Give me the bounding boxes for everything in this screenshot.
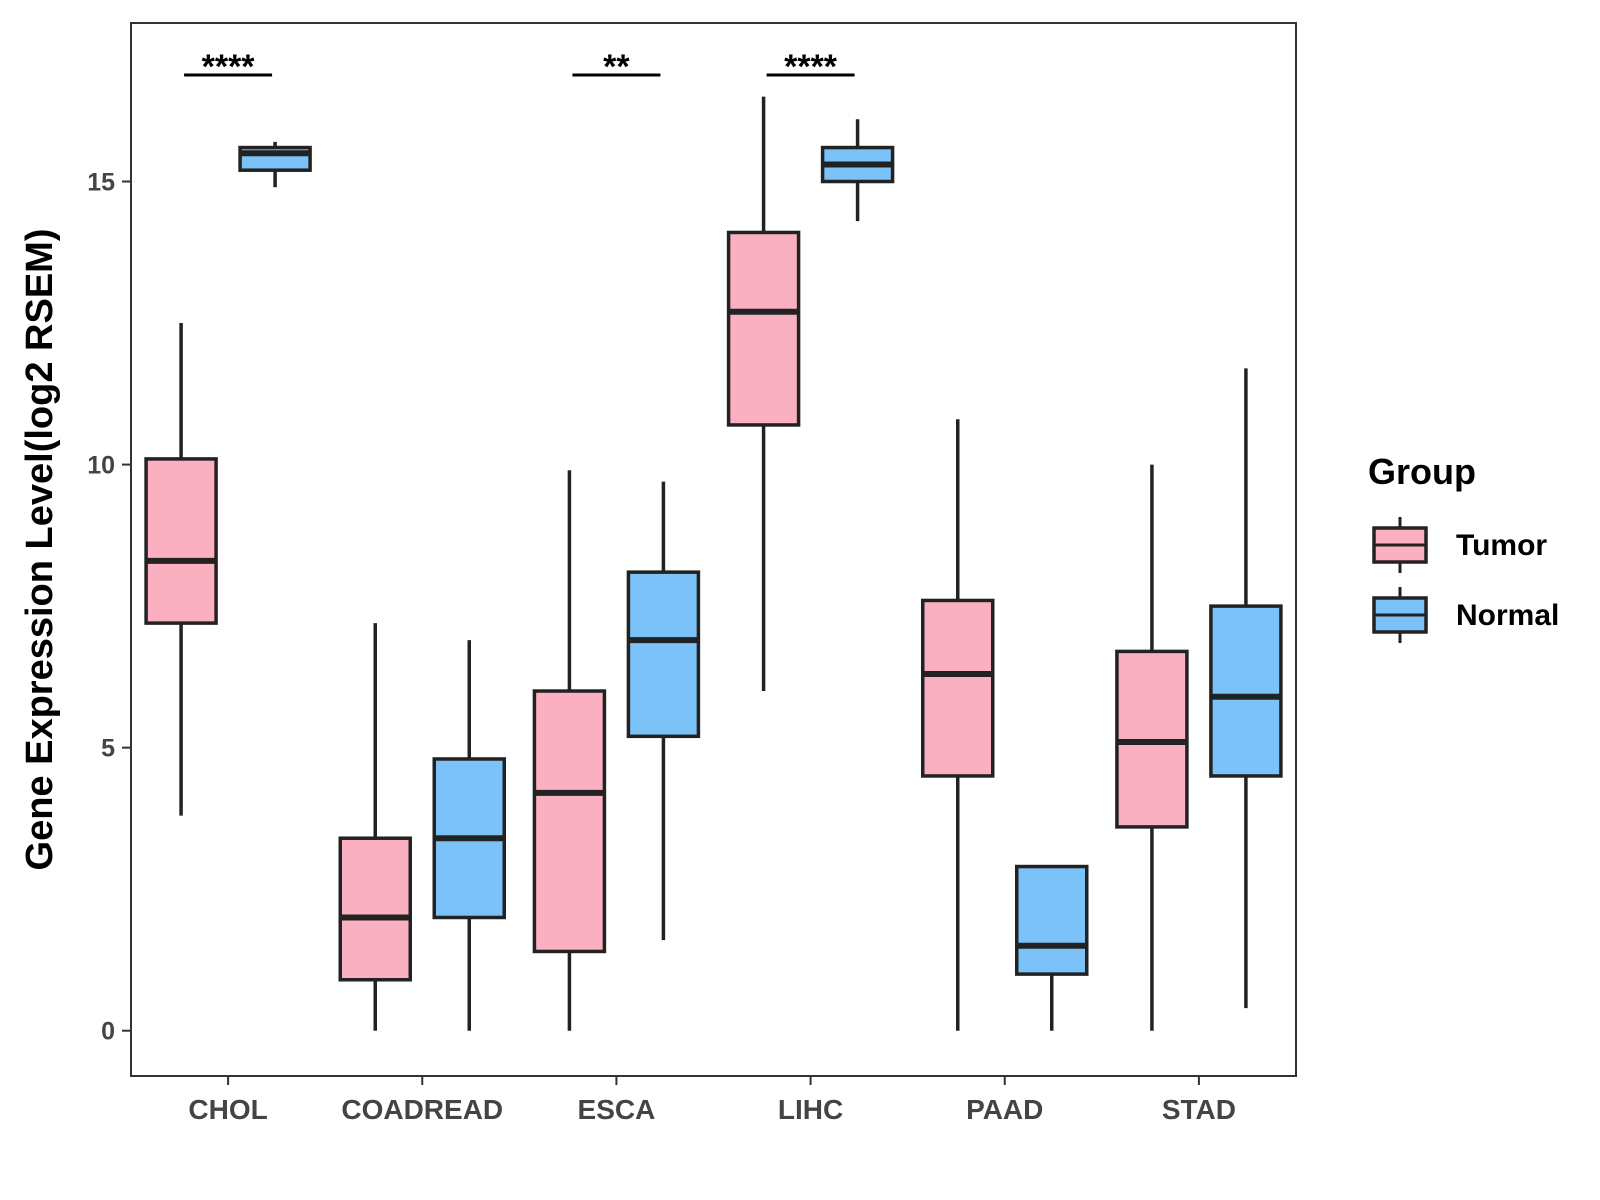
box-iqr	[1015, 864, 1089, 976]
box-iqr	[726, 230, 801, 427]
x-tick-label: LIHC	[778, 1094, 843, 1125]
significance-label: **	[603, 48, 630, 86]
box-normal-coadread	[432, 640, 506, 1031]
axes: 0 5 10 15 CHOL COADREAD ESCA LIHC PAAD STAD Gene E…	[19, 22, 1297, 1125]
box-tumor-esca	[532, 470, 607, 1031]
box-iqr	[1209, 604, 1283, 778]
significance-label: ****	[202, 48, 256, 86]
y-tick-label: 10	[87, 452, 115, 480]
box-iqr	[144, 457, 218, 625]
box-tumor-lihc	[726, 96, 801, 692]
plot-area: **** ** ****	[144, 48, 1283, 1031]
box-tumor-coadread	[338, 623, 412, 1031]
legend-item-normal: Normal	[1372, 587, 1559, 643]
box-normal-paad	[1015, 864, 1089, 1031]
y-tick-label: 15	[87, 169, 115, 197]
y-tick-label: 0	[101, 1018, 115, 1046]
box-normal-stad	[1209, 368, 1283, 1009]
y-tick-label: 5	[101, 735, 115, 763]
box-tumor-chol	[144, 323, 218, 816]
box-iqr	[338, 836, 412, 982]
legend-label: Normal	[1456, 599, 1559, 632]
legend: Group Tumor Normal	[1368, 451, 1559, 643]
legend-label: Tumor	[1456, 529, 1547, 562]
box-iqr	[921, 598, 995, 778]
plot-panel-border	[130, 22, 1297, 1077]
x-tick-label: ESCA	[578, 1094, 656, 1125]
y-axis-title: Gene Expression Level(log2 RSEM)	[19, 229, 61, 871]
x-tick-label: CHOL	[188, 1094, 267, 1125]
legend-item-tumor: Tumor	[1372, 517, 1547, 573]
legend-title: Group	[1368, 451, 1476, 492]
significance-label: ****	[784, 48, 838, 86]
box-iqr	[626, 570, 701, 739]
x-tick-label: STAD	[1162, 1094, 1236, 1125]
box-iqr	[532, 689, 607, 954]
box-tumor-paad	[921, 419, 995, 1031]
box-tumor-stad	[1115, 464, 1189, 1031]
x-tick-label: COADREAD	[341, 1094, 503, 1125]
box-normal-esca	[626, 481, 701, 941]
box-normal-lihc	[820, 119, 895, 222]
x-tick-label: PAAD	[966, 1094, 1043, 1125]
box-normal-chol	[238, 141, 312, 188]
